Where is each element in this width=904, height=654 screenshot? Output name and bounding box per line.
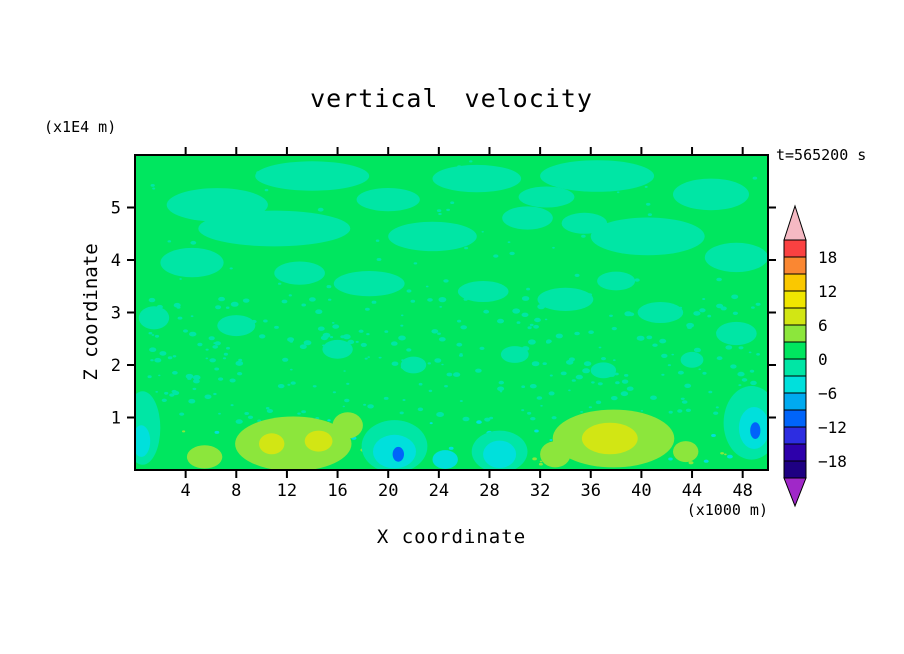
contour-field xyxy=(135,155,768,470)
axis-ticks xyxy=(127,147,776,478)
svg-text:28: 28 xyxy=(479,481,499,501)
x-axis-unit-label: (x1000 m) xyxy=(686,501,768,519)
plot-title: vertical velocity xyxy=(310,84,593,113)
svg-text:32: 32 xyxy=(530,481,550,501)
colorbar-labels: 18 12 6 0 −6 −12 −18 xyxy=(818,248,847,471)
svg-text:36: 36 xyxy=(581,481,601,501)
svg-text:44: 44 xyxy=(682,481,702,501)
time-label: t=565200 s xyxy=(776,146,867,164)
svg-text:24: 24 xyxy=(429,481,449,501)
svg-text:3: 3 xyxy=(111,304,121,324)
svg-text:40: 40 xyxy=(631,481,651,501)
svg-text:18: 18 xyxy=(818,248,837,267)
y-axis-unit-label: (x1E4 m) xyxy=(44,118,117,136)
svg-text:12: 12 xyxy=(818,282,837,301)
svg-text:0: 0 xyxy=(818,350,828,369)
x-tick-labels: 4 8 12 16 20 24 28 32 36 40 44 48 xyxy=(181,481,753,501)
x-axis-label: X coordinate xyxy=(376,526,527,548)
colorbar xyxy=(783,204,807,508)
z-tick-labels: 1 2 3 4 5 xyxy=(111,199,121,429)
svg-text:6: 6 xyxy=(818,316,828,335)
svg-text:−18: −18 xyxy=(818,452,847,471)
svg-text:−6: −6 xyxy=(818,384,837,403)
svg-text:−12: −12 xyxy=(818,418,847,437)
svg-text:12: 12 xyxy=(277,481,297,501)
svg-text:5: 5 xyxy=(111,199,121,219)
svg-text:1: 1 xyxy=(111,409,121,429)
svg-text:8: 8 xyxy=(231,481,241,501)
svg-text:48: 48 xyxy=(732,481,752,501)
svg-text:2: 2 xyxy=(111,356,121,376)
svg-text:4: 4 xyxy=(181,481,191,501)
svg-text:16: 16 xyxy=(327,481,347,501)
svg-text:4: 4 xyxy=(111,251,121,271)
svg-text:20: 20 xyxy=(378,481,398,501)
